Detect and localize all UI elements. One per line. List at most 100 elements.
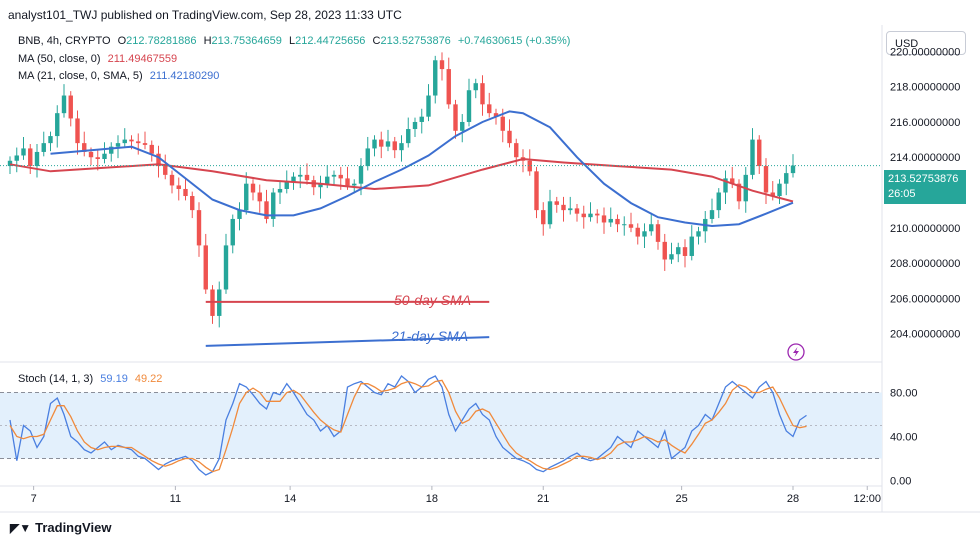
candle-body: [277, 188, 283, 193]
candle-body: [230, 218, 235, 246]
candle-body: [649, 224, 654, 232]
candle-body: [662, 241, 667, 260]
candle-body: [473, 83, 478, 91]
candle-body: [574, 208, 580, 214]
candle-body: [257, 192, 262, 202]
price-tick-label: 220.00000000: [890, 46, 960, 58]
candle-body: [507, 130, 512, 144]
candle-body: [385, 141, 391, 147]
candle-body: [412, 121, 418, 130]
candle-body: [554, 201, 559, 205]
candle-body: [581, 213, 586, 218]
candle-body: [628, 224, 634, 228]
candle-body: [601, 215, 607, 223]
candle-body: [176, 185, 181, 189]
brand-footer[interactable]: ◤▼ TradingView: [10, 520, 111, 535]
candle-body: [244, 183, 249, 211]
price-tick-label: 218.00000000: [890, 82, 960, 94]
candle-body: [41, 143, 46, 152]
candle-body: [196, 210, 202, 246]
ma50-legend[interactable]: MA (50, close, 0) 211.49467559: [18, 53, 181, 65]
candle-body: [372, 139, 377, 149]
price-tick-label: 214.00000000: [890, 152, 960, 164]
candle-body: [480, 83, 485, 105]
last-price: 213.52753876: [888, 173, 959, 185]
candle-body: [595, 213, 600, 216]
candle-body: [723, 178, 728, 193]
candle-body: [676, 247, 681, 255]
annotation-line[interactable]: [205, 336, 490, 347]
candle-body: [109, 146, 114, 154]
candle-body: [750, 139, 755, 175]
stoch-tick-label: 0.00: [890, 476, 911, 488]
stoch-d-value: 49.22: [134, 373, 163, 385]
candle-body: [237, 210, 242, 219]
stoch-tick-label: 80.00: [890, 388, 918, 400]
candle-body: [358, 166, 364, 184]
candle-body: [264, 201, 269, 219]
ma21-value: 211.42180290: [149, 70, 220, 82]
annotation-21-day-sma: 21-day SMA: [391, 328, 469, 344]
candle-body: [689, 236, 694, 256]
candle-body: [777, 183, 782, 197]
ma21-line: [50, 110, 794, 228]
price-tick-label: 216.00000000: [890, 117, 960, 129]
candle-body: [487, 104, 492, 114]
candle-body: [608, 218, 613, 223]
candle-body: [419, 116, 424, 122]
price-tick-label: 206.00000000: [890, 293, 960, 305]
candle-body: [142, 143, 148, 145]
candle-body: [304, 174, 310, 181]
publish-line: analyst101_TWJ published on TradingView.…: [8, 8, 402, 22]
candle-body: [534, 171, 539, 211]
candle-body: [115, 143, 121, 147]
low-value: 212.44725656: [295, 35, 366, 47]
close-value: 213.52753876: [380, 35, 451, 47]
stoch-label: Stoch (14, 1, 3): [18, 373, 94, 385]
open-value: 212.78281886: [126, 35, 197, 47]
candle-body: [622, 224, 627, 226]
time-tick-label: 11: [170, 493, 181, 505]
candle-body: [122, 139, 127, 144]
ma50-value: 211.49467559: [107, 53, 178, 65]
candle-body: [68, 95, 73, 119]
stoch-tick-label: 40.00: [890, 432, 918, 444]
candle-body: [7, 160, 13, 167]
candle-body: [399, 143, 404, 151]
symbol-legend: BNB, 4h, CRYPTO O212.78281886 H213.75364…: [18, 35, 571, 47]
candle-body: [392, 141, 397, 151]
stoch-d-line: [9, 379, 807, 473]
candle-body: [757, 139, 762, 167]
change-value: +0.74630615 (+0.35%): [457, 35, 571, 47]
candle-body: [34, 151, 40, 167]
annotation-50-day-sma: 50-day SMA: [394, 292, 472, 308]
candle-body: [453, 104, 458, 131]
candle-body: [682, 247, 688, 256]
candle-body: [379, 139, 384, 147]
candle-body: [547, 201, 553, 225]
candle-body: [318, 183, 323, 188]
candle-body: [561, 204, 566, 211]
symbol-label[interactable]: BNB, 4h, CRYPTO: [18, 35, 111, 47]
candle-body: [655, 224, 661, 242]
lightning-icon[interactable]: [787, 343, 805, 361]
candle-body: [365, 148, 370, 167]
currency-selector[interactable]: USD: [886, 31, 966, 55]
candle-body: [345, 178, 350, 186]
candle-body: [446, 69, 451, 105]
candle-body: [615, 218, 620, 225]
candle-body: [88, 151, 94, 158]
ma21-label: MA (21, close, 0, SMA, 5): [18, 70, 143, 82]
candle-body: [156, 153, 161, 167]
candle-body: [352, 183, 357, 186]
candle-body: [102, 153, 107, 159]
stoch-legend[interactable]: Stoch (14, 1, 3) 59.19 49.22: [18, 373, 162, 385]
candle-body: [696, 231, 701, 237]
ma21-legend[interactable]: MA (21, close, 0, SMA, 5) 211.42180290: [18, 70, 223, 82]
brand-label: TradingView: [35, 520, 112, 535]
candle-body: [493, 113, 499, 117]
ma50-label: MA (50, close, 0): [18, 53, 101, 65]
candle-body: [325, 176, 330, 184]
candle-body: [291, 176, 296, 182]
